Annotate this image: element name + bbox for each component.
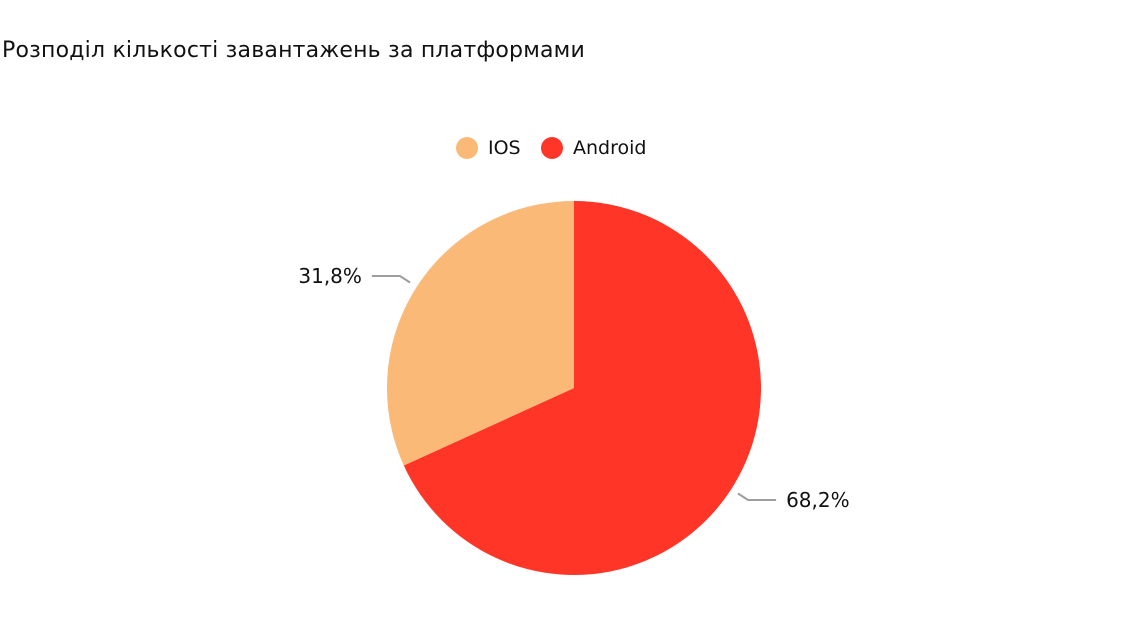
data-label-ios: 31,8% <box>298 264 362 288</box>
chart-title: Розподіл кількості завантажень за платфо… <box>2 38 585 63</box>
legend-item-ios[interactable]: IOS <box>456 134 521 162</box>
chart-legend: IOS Android <box>0 134 1148 162</box>
pie-slice-ios[interactable] <box>387 201 574 466</box>
legend-label-android: Android <box>573 137 647 159</box>
legend-item-android[interactable]: Android <box>541 134 646 162</box>
pie-slice-android[interactable] <box>403 201 761 576</box>
legend-label-ios: IOS <box>488 137 521 159</box>
legend-swatch-android <box>541 137 563 159</box>
legend-swatch-ios <box>456 137 478 159</box>
leader-line-android <box>737 492 777 502</box>
leader-line-ios <box>371 274 411 284</box>
data-label-android: 68,2% <box>786 488 850 512</box>
